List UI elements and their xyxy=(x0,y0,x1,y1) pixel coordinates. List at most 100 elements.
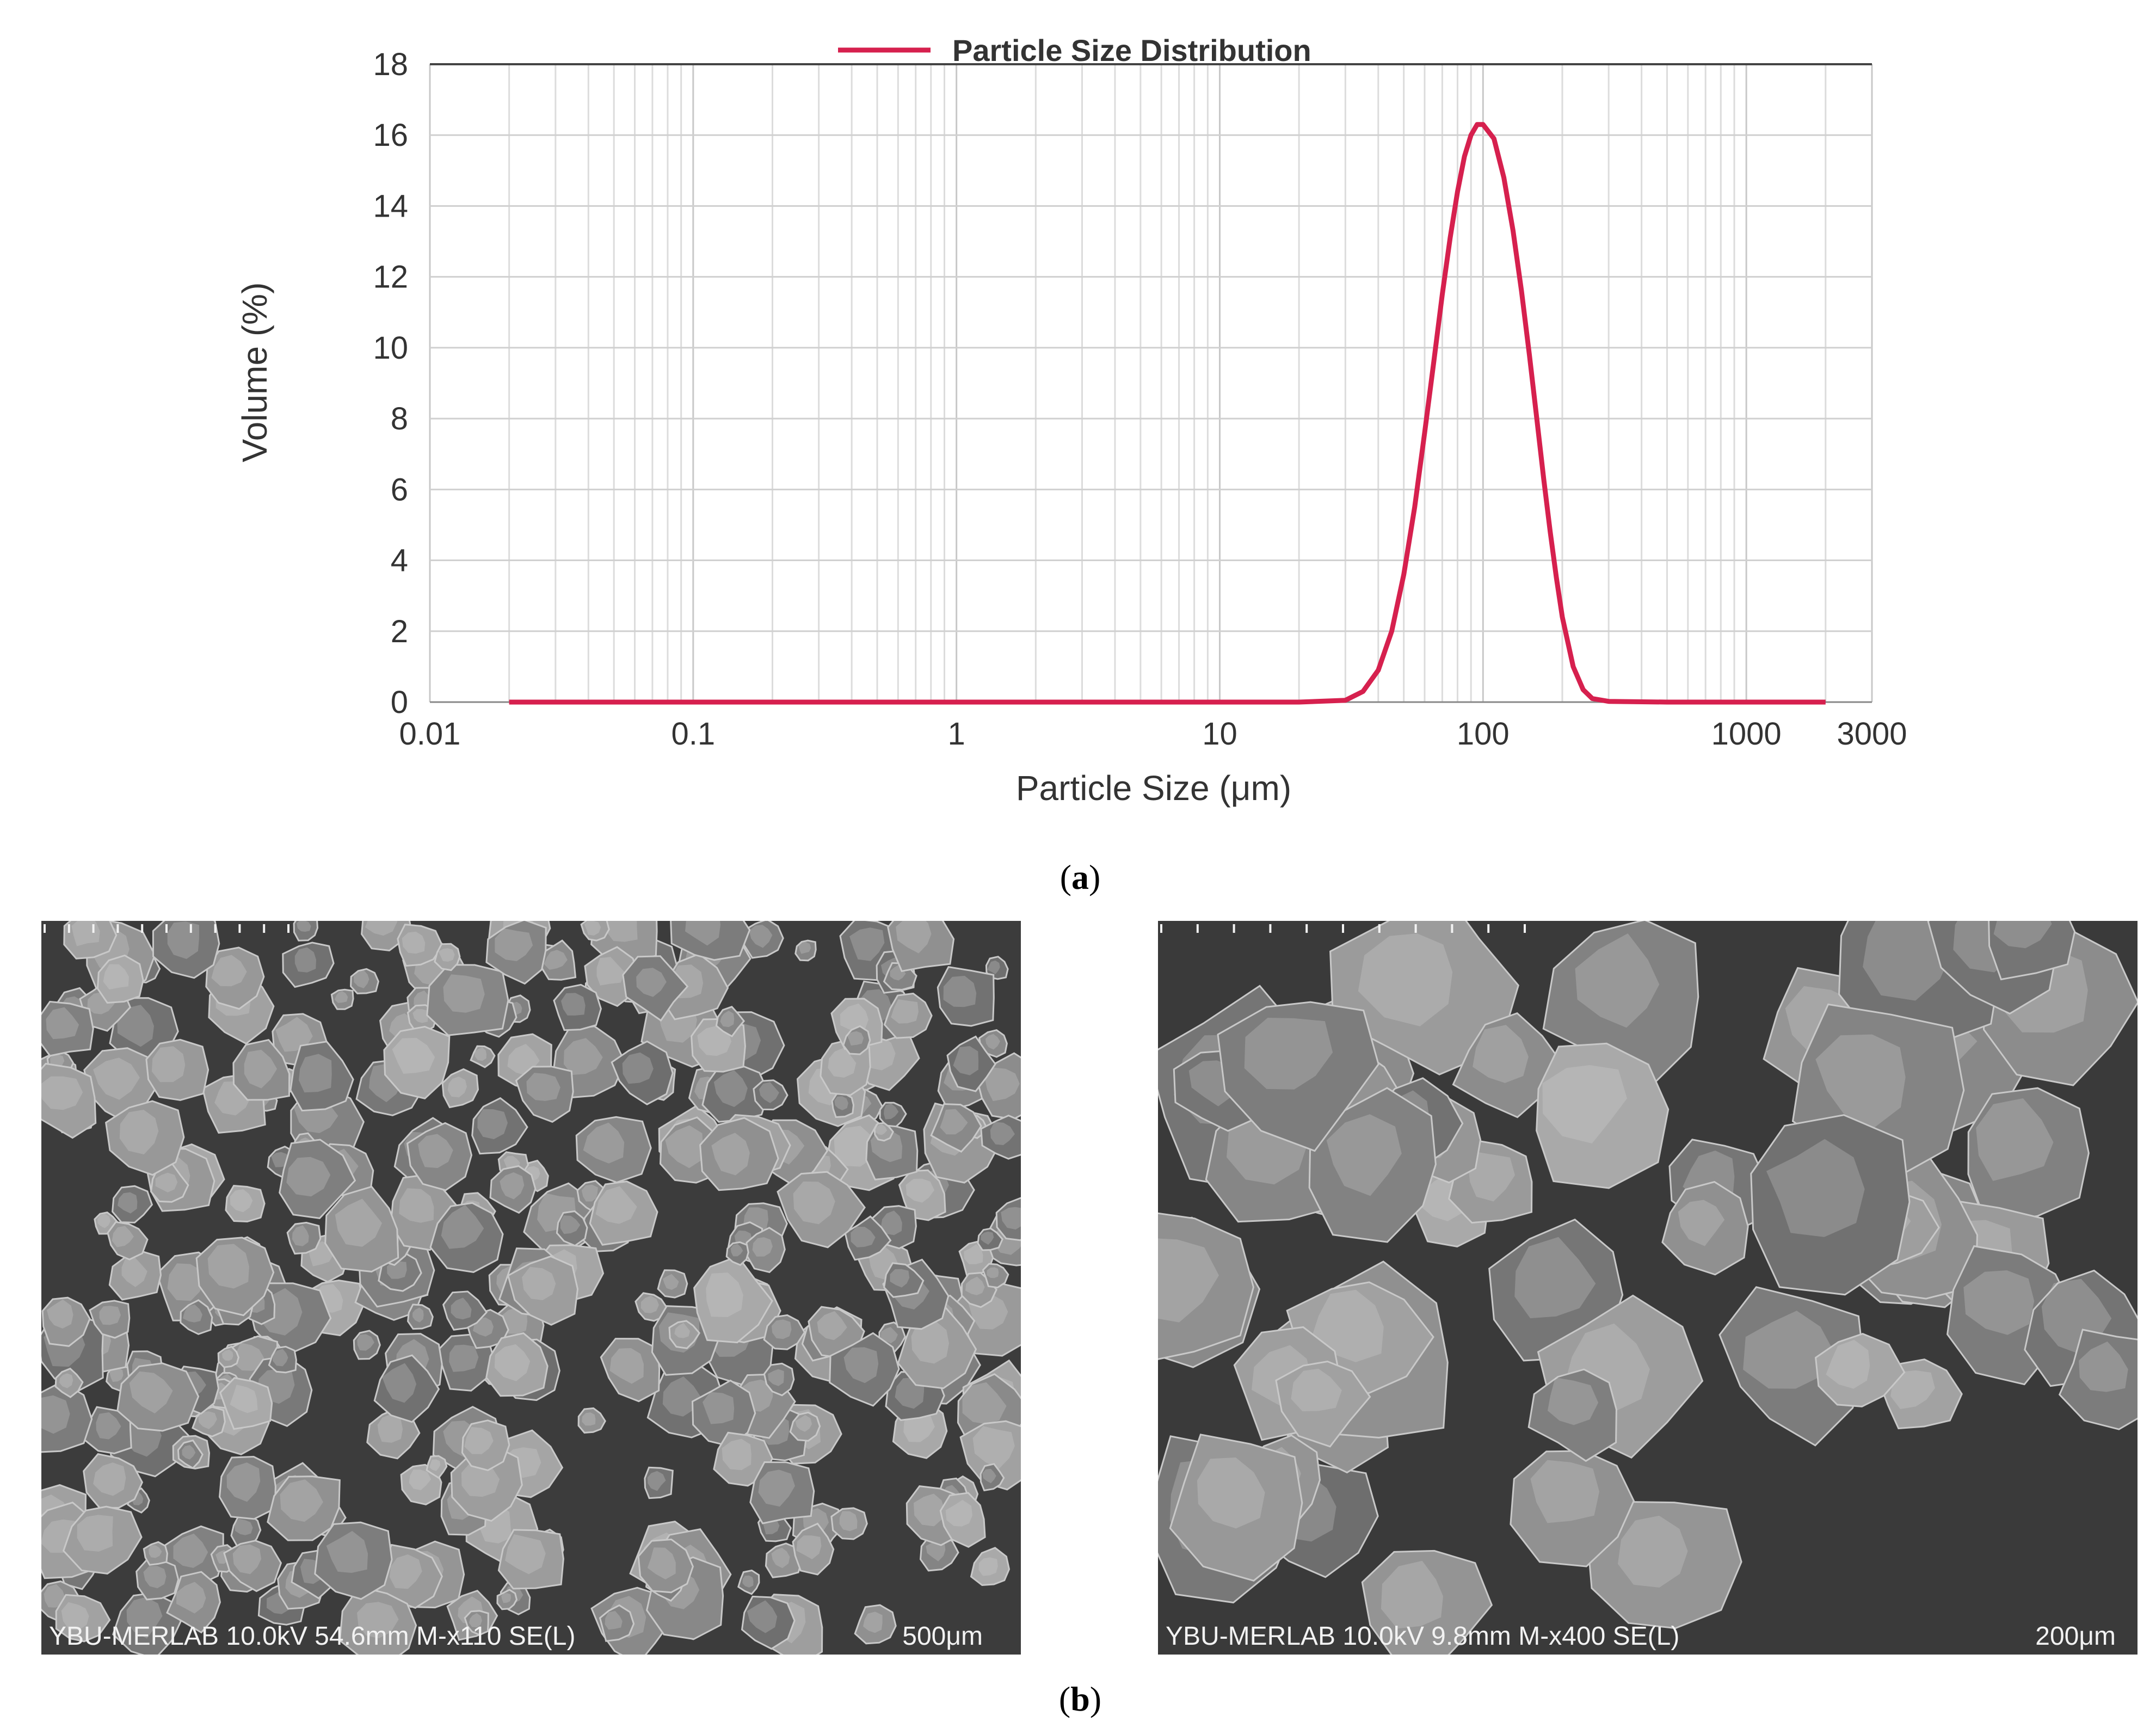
sem-particle-highlight xyxy=(1291,1368,1342,1412)
sem-particle xyxy=(338,1585,417,1655)
sem-particle xyxy=(485,1332,549,1397)
sem-particle-highlight xyxy=(109,1367,124,1382)
sem-particle-highlight xyxy=(451,1298,472,1320)
sem-particle-highlight xyxy=(603,921,638,942)
sem-particle-highlight xyxy=(41,1395,70,1434)
sem-particle xyxy=(637,1538,694,1594)
sem-particle-highlight xyxy=(759,1082,779,1103)
sem-particle xyxy=(580,921,610,942)
sem-particle-highlight xyxy=(155,1172,178,1192)
sem-particle xyxy=(108,1250,162,1301)
sem-particle-highlight xyxy=(292,1225,309,1246)
sem-particle-highlight xyxy=(1826,1339,1870,1389)
sem-particle-highlight xyxy=(581,1184,598,1202)
sem-particle xyxy=(150,1163,189,1203)
sem-particle xyxy=(792,1522,835,1576)
sem-particle xyxy=(1510,1450,1635,1567)
sem-particle xyxy=(657,1269,688,1299)
sem-particle-highlight xyxy=(817,1311,847,1341)
sem-particle xyxy=(930,1103,982,1153)
sem-particle xyxy=(1169,1434,1303,1582)
sem-particle xyxy=(763,1314,806,1350)
y-tick-label: 16 xyxy=(373,118,408,153)
sem-particle-highlight xyxy=(851,1227,876,1247)
x-tick-label: 1000 xyxy=(1711,716,1782,752)
y-tick-label: 8 xyxy=(391,401,408,436)
sem-particle-highlight xyxy=(674,1323,690,1338)
sem-particle xyxy=(104,1100,185,1176)
sem-particle xyxy=(55,1594,111,1643)
sem-particle xyxy=(41,1062,97,1139)
sem-particle xyxy=(737,1569,760,1595)
sem-particle xyxy=(879,1102,907,1129)
sem-particle xyxy=(426,1455,448,1479)
sem-particle-highlight xyxy=(326,1530,368,1573)
x-tick-label: 0.1 xyxy=(672,716,716,752)
sem-particle-highlight xyxy=(876,1124,888,1135)
x-tick-label: 3000 xyxy=(1837,716,1907,752)
sem-particle-highlight xyxy=(173,1533,208,1568)
sem-particle-highlight xyxy=(768,1369,784,1386)
sem-particle-highlight xyxy=(182,1445,196,1460)
sem-particle-highlight xyxy=(280,1479,323,1522)
sem-particle-highlight xyxy=(1976,1098,2054,1181)
sem-particle xyxy=(854,1604,897,1645)
sem-particle xyxy=(577,1407,606,1434)
sem-particle xyxy=(982,1263,1009,1289)
sem-particle-highlight xyxy=(1815,1034,1906,1128)
sem-particle-highlight xyxy=(1310,1289,1384,1362)
sem-particle-highlight xyxy=(978,1557,998,1576)
sem-particle xyxy=(937,966,995,1027)
sem-particle xyxy=(282,942,335,988)
sem-particle-highlight xyxy=(97,1214,111,1228)
sem-particle-highlight xyxy=(749,925,773,948)
sem-particle xyxy=(1452,1012,1564,1118)
sem-particle xyxy=(1158,1212,1255,1360)
sem-particle-highlight xyxy=(117,1005,154,1047)
sem-particle-highlight xyxy=(59,1373,73,1388)
sem-left-particles xyxy=(41,921,1021,1655)
sem-particle xyxy=(267,1475,341,1541)
sem-particle-highlight xyxy=(1468,1152,1515,1202)
sem-particle-highlight xyxy=(730,1244,743,1257)
sem-particle xyxy=(470,1045,496,1068)
sem-particle-highlight xyxy=(636,968,667,997)
sem-particle-highlight xyxy=(605,1611,623,1630)
sem-particle-highlight xyxy=(1530,1460,1599,1523)
sem-particle xyxy=(397,924,444,967)
sem-particle-highlight xyxy=(1993,921,2052,949)
sem-particle xyxy=(939,1492,986,1548)
sem-particle-highlight xyxy=(890,1269,910,1288)
sem-particle xyxy=(670,921,751,961)
sem-particle-highlight xyxy=(382,1363,417,1403)
sem-particle-highlight xyxy=(167,1263,205,1301)
sem-particle xyxy=(2058,1329,2137,1430)
sem-particle-highlight xyxy=(389,1554,422,1589)
sem-particle-highlight xyxy=(500,1172,525,1200)
sem-particle-highlight xyxy=(796,1535,822,1559)
sem-particle-highlight xyxy=(1766,1139,1865,1237)
sem-particle-highlight xyxy=(987,1267,999,1278)
sem-particle-highlight xyxy=(464,1427,494,1454)
sem-particle-highlight xyxy=(582,1412,596,1426)
legend-label: Particle Size Distribution xyxy=(952,33,1311,67)
sem-particle-highlight xyxy=(41,1076,83,1110)
sem-particle xyxy=(1217,1001,1379,1152)
sem-particle-highlight xyxy=(96,1412,121,1440)
sem-particle-highlight xyxy=(495,928,533,961)
sem-particle xyxy=(844,1215,892,1261)
sem-particle-highlight xyxy=(1963,1270,2035,1335)
x-tick-label: 10 xyxy=(1202,716,1237,752)
sem-particle xyxy=(980,1114,1021,1160)
sem-particle xyxy=(145,1038,210,1101)
sem-particle-highlight xyxy=(985,1034,1000,1050)
y-tick-label: 14 xyxy=(373,188,408,224)
sem-particle-highlight xyxy=(143,1566,167,1589)
sem-particle xyxy=(715,1006,746,1037)
sem-right-scale-bar xyxy=(1160,924,1526,933)
sem-particle-highlight xyxy=(412,1009,428,1023)
sem-particle xyxy=(644,1466,674,1499)
sem-particle-highlight xyxy=(798,942,811,954)
sem-particle-highlight xyxy=(207,1244,249,1289)
sem-particle-highlight xyxy=(392,1038,435,1074)
